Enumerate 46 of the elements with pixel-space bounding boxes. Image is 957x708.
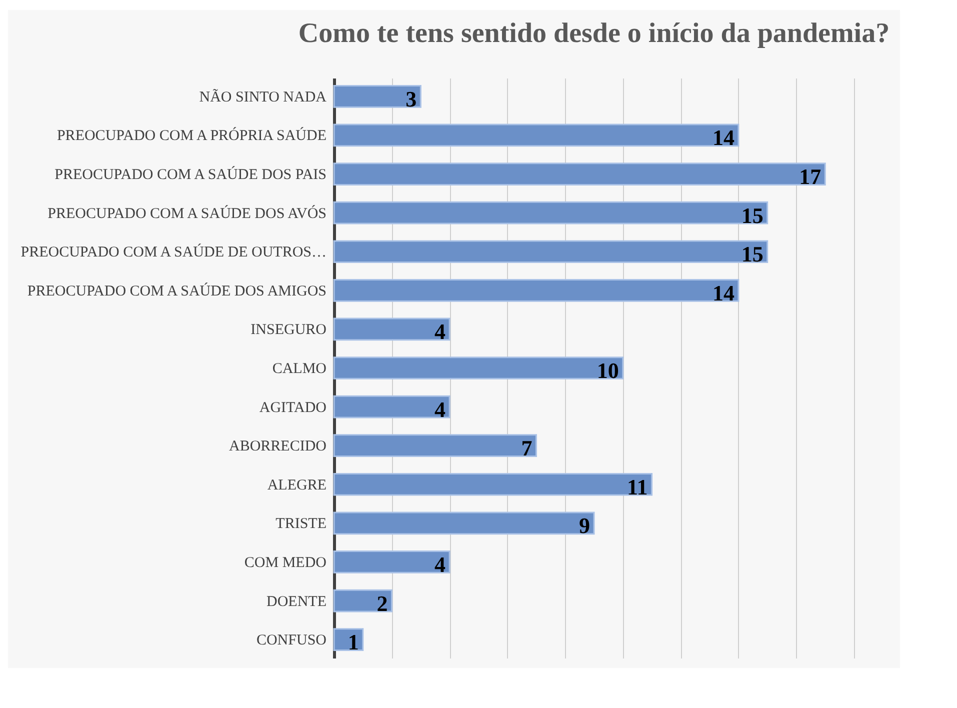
bar bbox=[333, 162, 826, 186]
data-label: 17 bbox=[799, 164, 822, 190]
bar bbox=[333, 550, 450, 574]
y-tick-label: PREOCUPADO COM A PRÓPRIA SAÚDE bbox=[56, 127, 326, 144]
bar bbox=[333, 201, 768, 224]
y-tick-label: DOENTE bbox=[266, 594, 326, 610]
bar bbox=[333, 395, 450, 418]
y-tick-label: PREOCUPADO COM A SAÚDE DE OUTROS… bbox=[20, 244, 326, 261]
y-tick-label: ABORRECIDO bbox=[228, 438, 327, 455]
bar bbox=[333, 318, 450, 341]
bar bbox=[333, 512, 595, 535]
y-tick-label: PREOCUPADO COM A SAÚDE DOS AMIGOS bbox=[27, 282, 326, 300]
data-label: 14 bbox=[712, 125, 734, 150]
bar bbox=[333, 356, 624, 380]
y-tick-label: TRISTE bbox=[276, 516, 326, 532]
data-label: 2 bbox=[376, 590, 388, 616]
data-label: 1 bbox=[348, 630, 359, 655]
data-label: 4 bbox=[434, 319, 446, 344]
data-label: 4 bbox=[434, 396, 446, 422]
y-tick-label: INSEGURO bbox=[250, 322, 327, 338]
data-label: 4 bbox=[434, 552, 446, 577]
y-tick-label: COM MEDO bbox=[244, 554, 327, 571]
data-label: 9 bbox=[579, 513, 590, 538]
bar bbox=[333, 278, 740, 302]
bar bbox=[333, 472, 653, 496]
bar bbox=[333, 434, 537, 458]
y-tick-label: AGITADO bbox=[259, 400, 327, 416]
y-tick-label: CONFUSO bbox=[256, 632, 327, 649]
y-tick-label: NÃO SINTO NADA bbox=[199, 88, 327, 106]
y-tick-label: PREOCUPADO COM A SAÚDE DOS PAIS bbox=[54, 166, 326, 184]
data-label: 10 bbox=[596, 358, 619, 383]
data-label: 15 bbox=[741, 242, 764, 267]
data-label: 3 bbox=[406, 86, 417, 112]
bar bbox=[333, 85, 422, 108]
bar bbox=[333, 589, 393, 612]
y-tick-label: CALMO bbox=[272, 361, 327, 377]
data-label: 14 bbox=[712, 280, 734, 306]
y-tick-label: ALEGRE bbox=[267, 477, 326, 494]
bar bbox=[333, 124, 740, 147]
data-label: 7 bbox=[521, 436, 532, 461]
bar bbox=[333, 240, 768, 264]
y-tick-label: PREOCUPADO COM A SAÚDE DOS AVÓS bbox=[48, 204, 326, 222]
data-label: 15 bbox=[741, 202, 764, 228]
data-label: 11 bbox=[626, 474, 648, 500]
chart-title: Como te tens sentido desde o início da pandemia? bbox=[298, 18, 890, 49]
bar bbox=[333, 628, 364, 651]
